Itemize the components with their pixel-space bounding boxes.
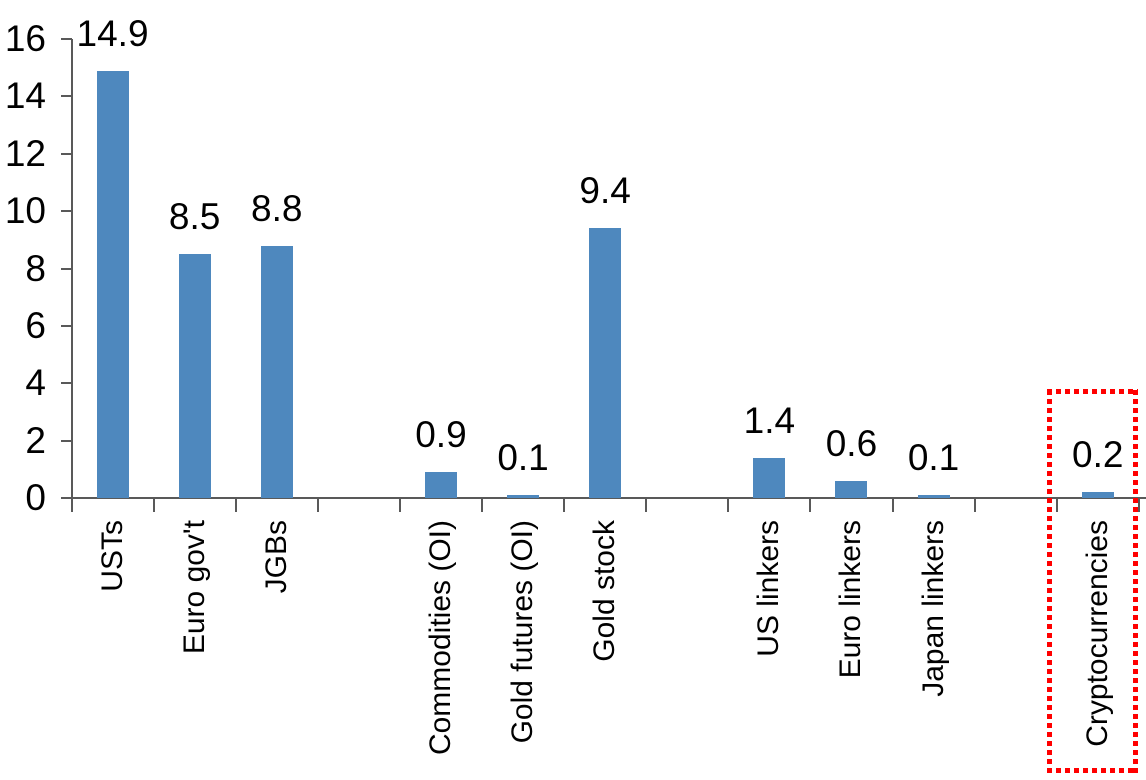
bar-value-label: 8.5 <box>168 196 221 238</box>
bar-value-label: 1.4 <box>743 399 796 441</box>
y-tick-label: 8 <box>25 247 46 289</box>
bar-value-label: 0.1 <box>497 437 549 479</box>
category-label: Euro linkers <box>834 520 868 679</box>
x-tick <box>398 498 401 512</box>
bar-value-label: 14.9 <box>76 12 149 54</box>
x-axis-line <box>70 497 1146 499</box>
bar <box>260 245 293 498</box>
category-label: Commodities (OI) <box>423 520 457 756</box>
bar <box>1081 492 1114 498</box>
bar <box>96 70 129 498</box>
y-tick <box>60 95 72 98</box>
y-tick <box>60 267 72 270</box>
bar <box>589 228 622 498</box>
highlight-box-edge-top <box>1047 389 1138 394</box>
y-tick-label: 16 <box>4 18 46 59</box>
x-tick <box>809 498 812 512</box>
bar <box>178 254 211 498</box>
y-tick-label: 12 <box>4 132 46 174</box>
x-tick <box>563 498 566 512</box>
x-tick <box>973 498 976 512</box>
bar-value-label: 9.4 <box>579 170 631 212</box>
y-tick <box>60 497 72 499</box>
y-tick <box>60 152 72 155</box>
bar <box>507 495 540 498</box>
category-label: US linkers <box>752 520 786 657</box>
y-tick <box>60 210 72 213</box>
bar-value-label: 0.9 <box>415 414 467 456</box>
y-tick-label: 2 <box>25 419 46 461</box>
category-label: JGBs <box>259 520 293 594</box>
x-tick <box>70 498 73 512</box>
category-label: Japan linkers <box>916 520 950 697</box>
x-tick <box>891 498 894 512</box>
y-tick-label: 6 <box>25 304 46 346</box>
y-tick-label: 0 <box>25 477 46 518</box>
bar-value-label: 8.8 <box>251 187 303 229</box>
bar-value-label: 0.1 <box>907 437 960 479</box>
y-tick <box>60 324 72 327</box>
y-axis-line <box>70 39 73 500</box>
y-tick-label: 14 <box>4 75 46 117</box>
x-tick <box>316 498 319 512</box>
y-tick <box>60 38 72 40</box>
highlight-box-edge-bottom <box>1047 768 1138 773</box>
highlight-box-edge-left <box>1047 389 1052 773</box>
bar <box>753 457 786 498</box>
bar-value-label: 0.6 <box>825 422 878 464</box>
bar <box>424 472 457 498</box>
x-tick <box>234 498 237 512</box>
x-tick <box>1055 498 1058 512</box>
highlight-box-edge-right <box>1133 389 1138 773</box>
category-label: Gold futures (OI) <box>506 520 540 744</box>
category-label: Euro gov't <box>177 520 211 655</box>
highlight-box <box>1047 389 1138 773</box>
x-tick <box>645 498 648 512</box>
y-tick <box>60 382 72 385</box>
x-tick <box>481 498 483 512</box>
y-tick-label: 10 <box>4 190 46 232</box>
bar-value-label: 0.2 <box>1072 434 1124 476</box>
x-tick <box>727 498 730 512</box>
category-label: Gold stock <box>588 520 622 662</box>
bar <box>917 495 950 498</box>
y-tick <box>60 439 72 442</box>
y-tick-label: 4 <box>25 362 46 404</box>
category-label: USTs <box>95 520 129 592</box>
x-tick <box>152 498 155 512</box>
x-tick <box>1137 498 1140 512</box>
bar <box>835 480 868 498</box>
